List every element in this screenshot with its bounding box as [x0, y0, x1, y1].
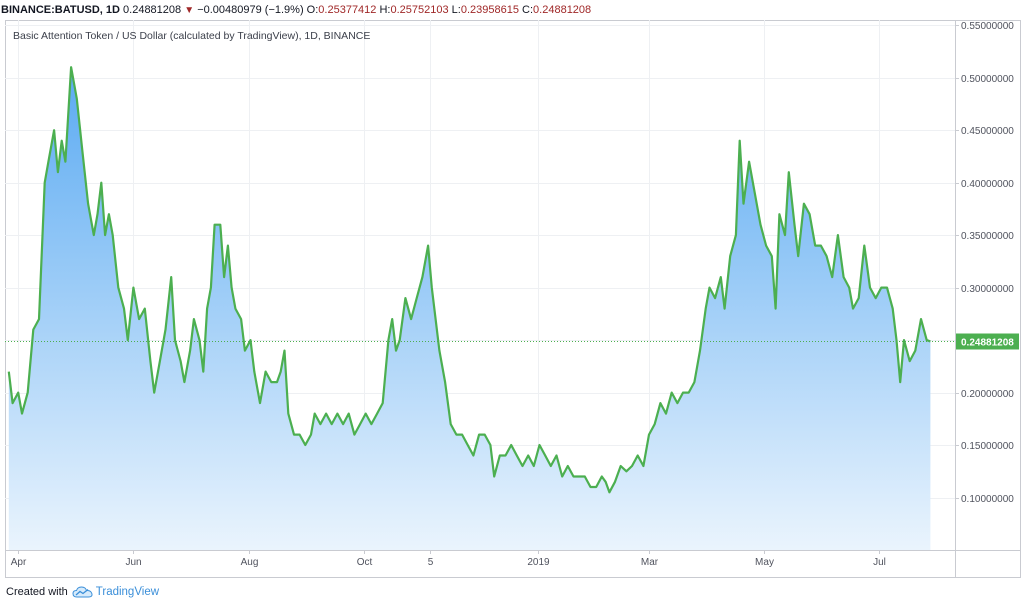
close-value: 0.24881208 — [533, 4, 592, 16]
y-tick-label: 0.20000000 — [961, 389, 1014, 400]
change-value: −0.00480979 (−1.9%) — [197, 4, 304, 16]
x-tick-label: Jul — [873, 557, 886, 568]
y-tick-label: 0.45000000 — [961, 126, 1014, 137]
x-tick-label: Oct — [357, 557, 373, 568]
low-value: 0.23958615 — [460, 4, 519, 16]
x-tick-label: Mar — [641, 557, 659, 568]
open-label: O: — [306, 4, 319, 16]
chart-frame — [5, 20, 1021, 578]
low-label: L: — [451, 4, 461, 16]
high-value: 0.25752103 — [390, 4, 449, 16]
symbol-label[interactable]: BINANCE:BATUSD, 1D — [1, 4, 120, 16]
price-area-fill — [8, 67, 931, 550]
y-tick-label: 0.40000000 — [961, 179, 1014, 190]
footer: Created with TradingView — [6, 585, 159, 599]
y-tick-label: 0.35000000 — [961, 231, 1014, 242]
tradingview-brand: TradingView — [95, 586, 160, 598]
down-arrow-icon: ▼ — [184, 5, 195, 16]
chart-title: Basic Attention Token / US Dollar (calcu… — [13, 30, 371, 42]
x-tick-label: Aug — [241, 557, 259, 568]
last-price: 0.24881208 — [123, 4, 182, 16]
price-chart[interactable]: 0.55000000 0.50000000 0.45000000 0.40000000… — [5, 20, 1021, 578]
cloud-icon — [72, 586, 93, 598]
y-tick-label: 0.15000000 — [961, 441, 1014, 452]
x-tick-label: May — [755, 557, 774, 568]
open-value: 0.25377412 — [318, 4, 377, 16]
x-tick-label: Apr — [11, 557, 27, 568]
price-line — [7, 66, 931, 494]
ohlc-header: BINANCE:BATUSD, 1D 0.24881208 ▼ −0.00480… — [0, 0, 1024, 20]
close-label: C: — [522, 4, 534, 16]
chart-area[interactable]: 0.55000000 0.50000000 0.45000000 0.40000000… — [5, 20, 1021, 578]
x-tick-label: 5 — [428, 557, 434, 568]
last-price-label: 0.24881208 — [961, 338, 1014, 349]
x-tick-label: Jun — [125, 557, 141, 568]
y-tick-label: 0.30000000 — [961, 284, 1014, 295]
tradingview-logo[interactable]: TradingView — [72, 585, 159, 599]
last-price-badge — [956, 333, 1019, 350]
y-tick-label: 0.10000000 — [961, 494, 1014, 505]
high-label: H: — [379, 4, 391, 16]
y-tick-label: 0.55000000 — [961, 21, 1014, 32]
y-tick-label: 0.50000000 — [961, 74, 1014, 85]
created-with-label: Created with — [6, 586, 68, 598]
x-tick-label: 2019 — [527, 557, 550, 568]
